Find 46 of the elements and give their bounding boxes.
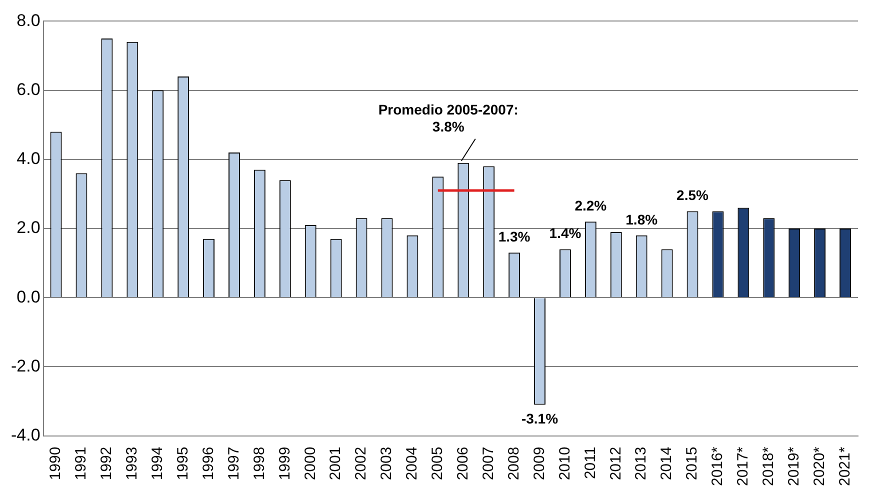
x-tick-label: 2017*	[734, 446, 752, 486]
y-tick-label: -4.0	[10, 425, 40, 444]
x-tick-label: 1996	[200, 446, 217, 480]
annotation: Promedio 2005-2007: 3.8%	[378, 102, 518, 135]
x-tick-label: 2003	[378, 446, 396, 480]
data-label: 2.5%	[676, 187, 710, 204]
x-tick-label: 2019*	[785, 446, 802, 486]
x-tick-label: 2010	[556, 446, 574, 480]
x-tick-label: 2015	[684, 446, 701, 480]
x-tick-label: 1992	[98, 446, 116, 480]
x-tick-label: 2004	[404, 446, 421, 480]
x-tick-label: 2009	[530, 446, 548, 480]
data-label: 2.2%	[574, 197, 608, 214]
x-tick-label: 2016*	[709, 446, 726, 486]
x-tick-label: 1995	[174, 446, 192, 480]
x-tick-label: 2005	[429, 446, 446, 480]
x-tick-label: 2008	[505, 446, 522, 480]
y-tick-label: 4.0	[16, 149, 40, 168]
x-tick-label: 2002	[352, 446, 370, 480]
x-tick-label: 1994	[149, 446, 166, 480]
x-tick-label: 2021*	[836, 446, 854, 486]
x-tick-label: 2000	[302, 446, 319, 480]
x-tick-label: 2018*	[760, 446, 778, 486]
x-tick-label: 2020*	[810, 446, 828, 486]
x-tick-label: 2007	[480, 446, 497, 480]
x-tick-label: 2011	[582, 446, 599, 480]
x-tick-label: 1997	[225, 446, 242, 480]
y-tick-label: 2.0	[16, 218, 40, 238]
x-tick-label: 2014	[658, 446, 676, 480]
x-tick-label: 2001	[327, 446, 344, 480]
y-tick-label: 8.0	[16, 10, 40, 30]
data-label: 1.3%	[498, 228, 531, 245]
y-tick-label: -2.0	[10, 356, 40, 376]
x-tick-label: 2013	[632, 446, 650, 480]
data-label: 1.4%	[549, 225, 582, 242]
x-tick-label: 1990	[47, 446, 64, 480]
x-tick-label: 1998	[250, 446, 268, 480]
y-tick-label: 6.0	[16, 80, 40, 99]
data-label: -3.1%	[521, 410, 559, 427]
x-tick-label: 1993	[124, 446, 141, 480]
x-tick-label: 1999	[276, 446, 294, 480]
y-tick-label: 0.0	[16, 287, 40, 306]
x-tick-label: 2006	[454, 446, 472, 480]
data-label: 1.8%	[626, 211, 658, 228]
x-tick-label: 1991	[72, 446, 90, 480]
x-tick-label: 2012	[607, 446, 624, 480]
